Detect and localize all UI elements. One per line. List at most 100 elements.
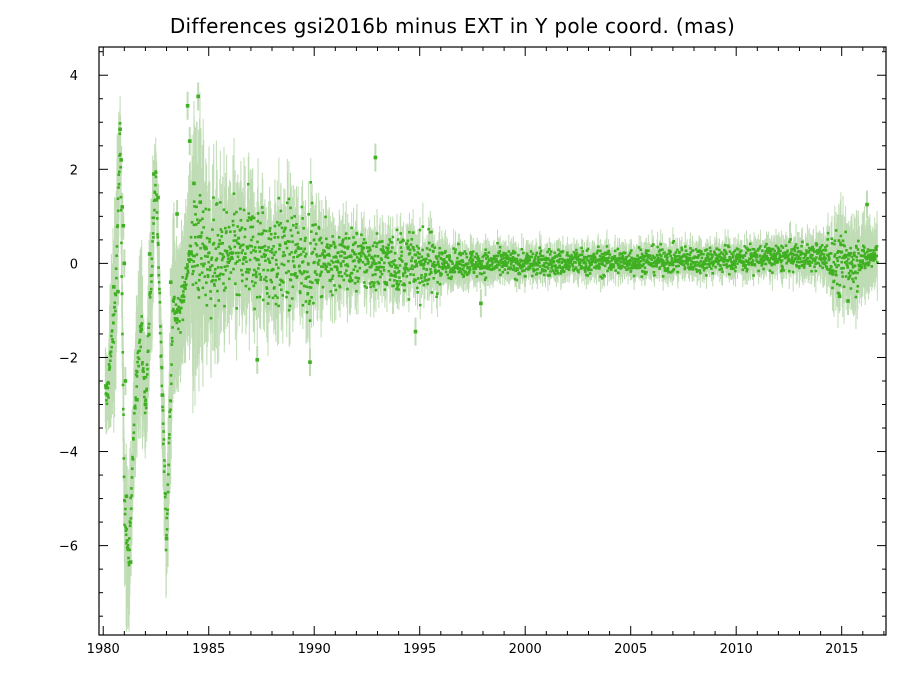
data-point xyxy=(567,262,570,265)
data-point xyxy=(301,260,305,263)
data-point xyxy=(500,261,504,265)
data-point xyxy=(271,256,274,260)
data-point xyxy=(314,223,317,226)
data-point xyxy=(541,269,544,273)
data-point xyxy=(542,273,546,277)
data-point xyxy=(475,265,478,269)
data-point xyxy=(224,268,228,272)
data-point xyxy=(232,212,236,216)
data-point xyxy=(305,276,309,279)
data-point xyxy=(253,268,256,272)
data-point xyxy=(145,389,148,392)
data-point xyxy=(193,264,197,268)
data-point xyxy=(334,246,337,249)
data-point xyxy=(135,385,139,388)
data-point xyxy=(410,259,413,262)
data-point xyxy=(280,279,284,283)
data-point xyxy=(212,196,215,199)
data-point xyxy=(557,248,560,252)
data-point xyxy=(461,252,464,255)
data-point xyxy=(208,268,212,272)
data-point xyxy=(239,244,243,248)
data-point xyxy=(355,256,359,259)
data-point xyxy=(378,240,382,244)
data-point xyxy=(621,264,624,268)
data-point xyxy=(222,208,226,212)
data-point xyxy=(438,282,442,286)
data-point xyxy=(315,253,318,256)
data-point xyxy=(522,263,526,266)
data-point xyxy=(180,285,183,288)
data-point xyxy=(585,267,589,270)
data-point xyxy=(178,309,182,313)
data-point xyxy=(604,253,607,256)
data-point xyxy=(124,507,127,511)
data-point xyxy=(128,548,131,552)
data-point xyxy=(186,269,190,272)
data-point xyxy=(374,262,378,265)
data-point xyxy=(639,248,643,252)
data-point xyxy=(186,271,190,274)
data-point xyxy=(407,245,410,249)
data-point xyxy=(385,246,388,249)
data-point xyxy=(352,236,355,239)
data-point xyxy=(120,292,124,295)
data-point xyxy=(213,304,217,308)
data-point xyxy=(368,282,372,285)
data-point xyxy=(147,322,151,326)
data-point xyxy=(282,230,286,233)
data-point xyxy=(536,272,539,275)
data-point xyxy=(189,244,193,248)
data-point xyxy=(160,384,164,388)
data-point xyxy=(344,263,347,267)
data-point xyxy=(635,260,638,263)
data-point xyxy=(287,308,291,312)
data-point xyxy=(359,259,362,262)
data-point xyxy=(589,257,593,261)
data-point xyxy=(475,275,479,278)
data-point xyxy=(380,240,384,243)
data-point xyxy=(357,277,361,280)
data-point xyxy=(206,255,209,258)
data-point xyxy=(263,249,267,252)
data-point xyxy=(157,243,160,247)
data-point xyxy=(170,343,174,346)
data-point xyxy=(285,290,289,294)
data-point xyxy=(387,261,391,265)
data-point xyxy=(208,265,212,269)
data-point xyxy=(199,235,203,239)
data-point xyxy=(456,267,460,270)
data-point xyxy=(515,257,519,261)
data-point xyxy=(596,249,600,253)
data-point xyxy=(368,253,371,257)
data-point xyxy=(117,173,121,176)
data-point xyxy=(294,271,297,275)
data-point xyxy=(573,267,577,271)
data-point xyxy=(558,264,562,267)
data-point xyxy=(591,260,595,264)
data-point xyxy=(340,250,343,253)
data-point xyxy=(262,268,265,272)
data-point xyxy=(331,293,334,297)
data-point xyxy=(118,132,122,136)
data-point xyxy=(211,228,214,231)
data-point xyxy=(127,556,130,560)
data-point xyxy=(587,259,591,263)
data-point xyxy=(433,269,437,273)
data-point xyxy=(153,191,157,195)
data-point xyxy=(531,252,535,256)
data-point xyxy=(582,259,585,263)
data-point xyxy=(612,257,616,261)
data-point xyxy=(564,262,568,265)
data-point xyxy=(353,259,356,262)
data-point xyxy=(442,265,446,269)
data-point xyxy=(342,259,345,263)
data-point xyxy=(210,256,214,259)
data-point xyxy=(319,236,323,240)
data-point xyxy=(527,265,530,269)
data-point xyxy=(246,219,250,222)
data-point xyxy=(546,267,550,270)
data-point xyxy=(247,216,251,219)
data-point xyxy=(202,244,206,247)
data-point xyxy=(460,272,464,276)
